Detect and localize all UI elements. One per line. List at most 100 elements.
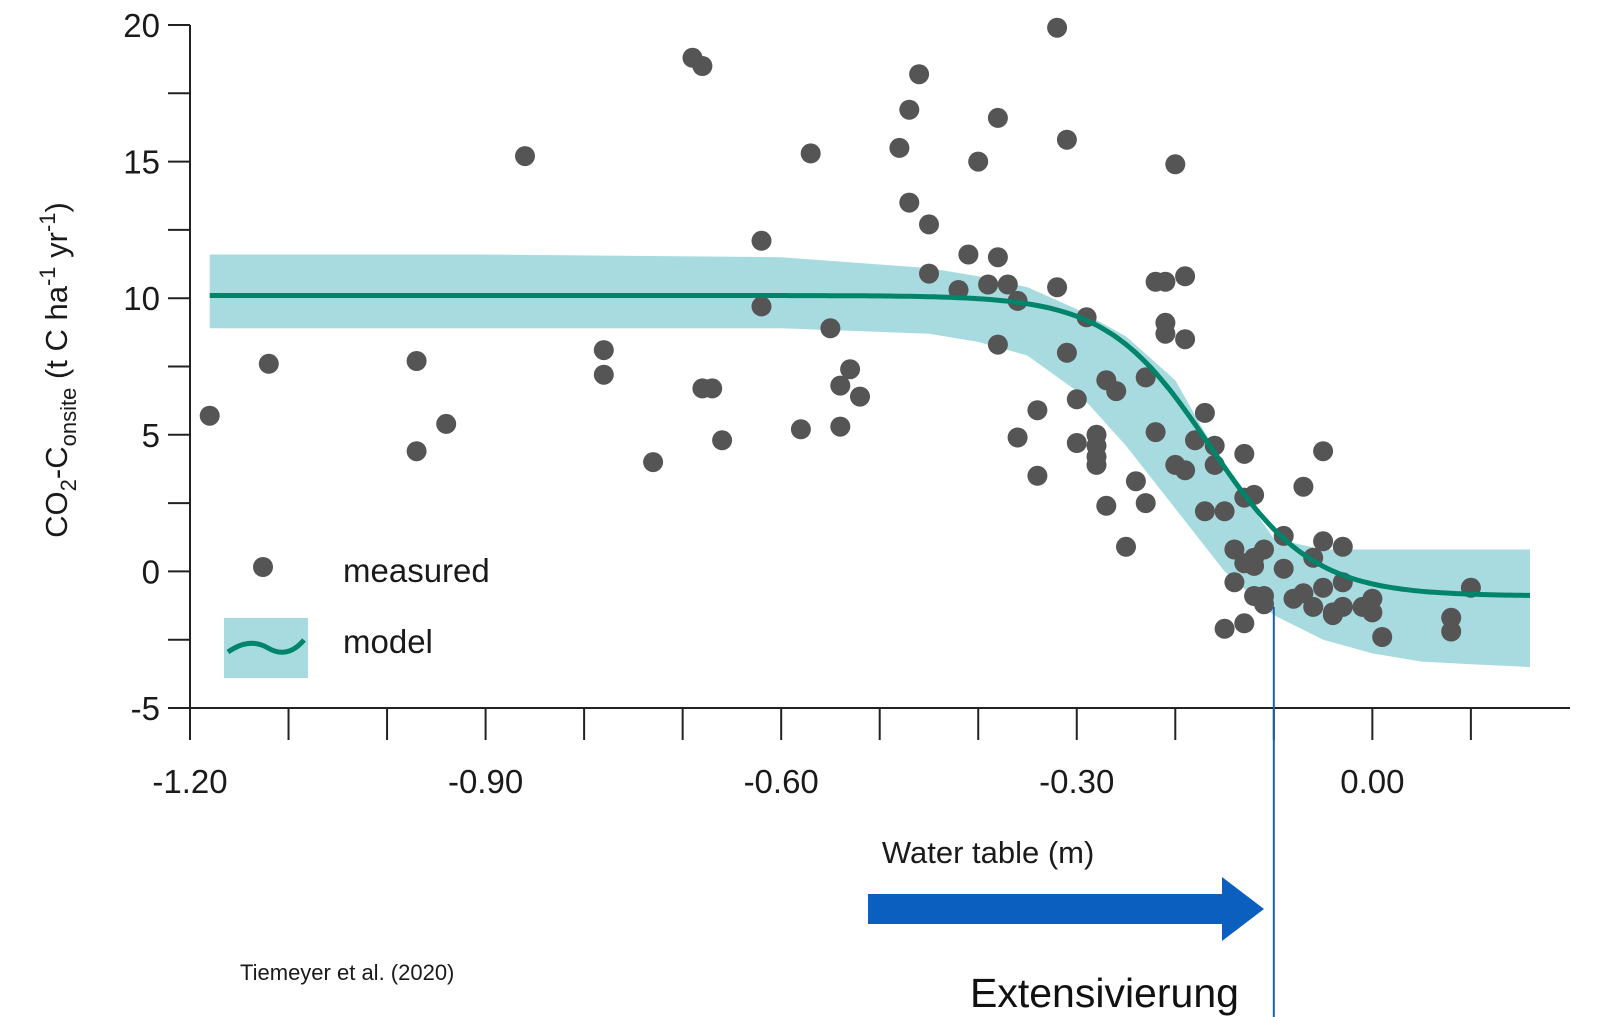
data-point xyxy=(1027,400,1048,421)
data-point xyxy=(1047,17,1068,38)
data-point xyxy=(830,375,851,396)
y-axis-title: CO2-Consite (t C ha-1 yr-1) xyxy=(35,202,81,538)
data-point xyxy=(593,340,614,361)
data-point xyxy=(919,214,939,235)
axes: -5 0 5 10 15 20 -1.20 -0.90 -0.60 -0.30 0.00 Water … xyxy=(35,7,1570,870)
data-point xyxy=(1086,454,1107,475)
data-point xyxy=(1313,531,1334,552)
source-citation: Tiemeyer et al. (2020) xyxy=(240,960,455,985)
x-tick-label: -0.30 xyxy=(1039,763,1114,800)
data-point xyxy=(1332,536,1353,557)
data-point xyxy=(1273,558,1294,579)
data-point xyxy=(258,353,279,374)
legend: measured model xyxy=(224,552,490,678)
data-point xyxy=(1234,613,1255,634)
data-point xyxy=(406,441,427,462)
x-tick-label: -0.60 xyxy=(744,763,819,800)
x-tick-label: 0.00 xyxy=(1340,763,1404,800)
x-axis-title: Water table (m) xyxy=(882,835,1094,870)
y-tick-label: -5 xyxy=(131,690,160,727)
arrow-label: Extensivierung xyxy=(970,970,1239,1016)
annotation-layer xyxy=(868,606,1275,1017)
data-point xyxy=(987,107,1008,128)
data-point xyxy=(909,64,930,85)
measured-points xyxy=(199,17,1481,647)
data-point xyxy=(515,146,535,167)
data-point xyxy=(1224,572,1245,593)
data-point xyxy=(1362,588,1383,609)
data-point xyxy=(1234,443,1255,464)
data-point xyxy=(1204,435,1225,456)
data-point xyxy=(199,405,220,426)
data-point xyxy=(593,364,614,385)
data-point xyxy=(1056,129,1077,150)
data-point xyxy=(899,192,920,213)
data-point xyxy=(1106,381,1127,402)
y-tick-label: 15 xyxy=(123,144,160,181)
data-point xyxy=(1047,277,1068,298)
data-point xyxy=(1155,271,1176,292)
model-line xyxy=(209,293,1530,598)
data-point xyxy=(889,137,910,158)
data-point xyxy=(1066,389,1087,410)
data-point xyxy=(1254,539,1274,560)
data-point xyxy=(1125,471,1146,492)
data-point xyxy=(978,274,999,295)
data-point xyxy=(1332,596,1353,617)
x-tick-label: -0.90 xyxy=(448,763,523,800)
legend-model-line xyxy=(226,638,306,655)
data-point xyxy=(1194,501,1215,522)
data-point xyxy=(1066,433,1087,453)
data-point xyxy=(958,244,979,265)
data-point xyxy=(1194,402,1215,423)
data-point xyxy=(1293,476,1314,497)
legend-measured-marker xyxy=(253,557,273,577)
data-point xyxy=(790,419,811,440)
data-point xyxy=(1116,536,1136,557)
data-point xyxy=(1155,323,1176,344)
data-point xyxy=(987,247,1008,268)
data-point xyxy=(919,263,939,284)
data-point xyxy=(1214,618,1235,639)
data-point xyxy=(1175,460,1196,481)
data-point xyxy=(1303,596,1324,617)
data-point xyxy=(850,386,870,407)
data-point xyxy=(692,56,713,76)
y-tick-label: 20 xyxy=(123,7,160,44)
y-tick-label: 5 xyxy=(142,417,160,454)
data-point xyxy=(751,230,772,251)
data-point xyxy=(1007,427,1028,448)
data-point xyxy=(406,351,427,371)
data-point xyxy=(987,334,1008,355)
data-point xyxy=(1135,367,1156,388)
data-point xyxy=(643,452,664,473)
data-point xyxy=(899,99,920,120)
data-point xyxy=(1145,422,1166,443)
data-point xyxy=(1135,493,1156,514)
model-line-layer xyxy=(209,293,1530,598)
data-point xyxy=(702,378,723,399)
data-point xyxy=(840,359,861,380)
data-point xyxy=(1441,621,1462,642)
data-point xyxy=(1313,577,1334,598)
data-point xyxy=(1244,555,1265,576)
data-point xyxy=(1096,495,1117,516)
y-tick-label: 10 xyxy=(123,280,160,317)
data-point xyxy=(1165,154,1186,175)
data-point xyxy=(1372,627,1393,647)
data-point xyxy=(1175,329,1196,350)
arrow-head xyxy=(1222,877,1264,941)
data-point xyxy=(1056,342,1077,363)
legend-measured-label: measured xyxy=(343,552,490,589)
data-point xyxy=(1441,607,1462,628)
data-point xyxy=(1027,465,1048,486)
data-point xyxy=(830,416,851,437)
data-point xyxy=(1362,602,1383,623)
data-point xyxy=(1175,266,1196,287)
data-point xyxy=(1214,501,1235,522)
legend-model-label: model xyxy=(343,623,433,660)
data-point xyxy=(820,318,841,339)
data-point xyxy=(1254,586,1274,606)
data-point xyxy=(968,151,989,172)
